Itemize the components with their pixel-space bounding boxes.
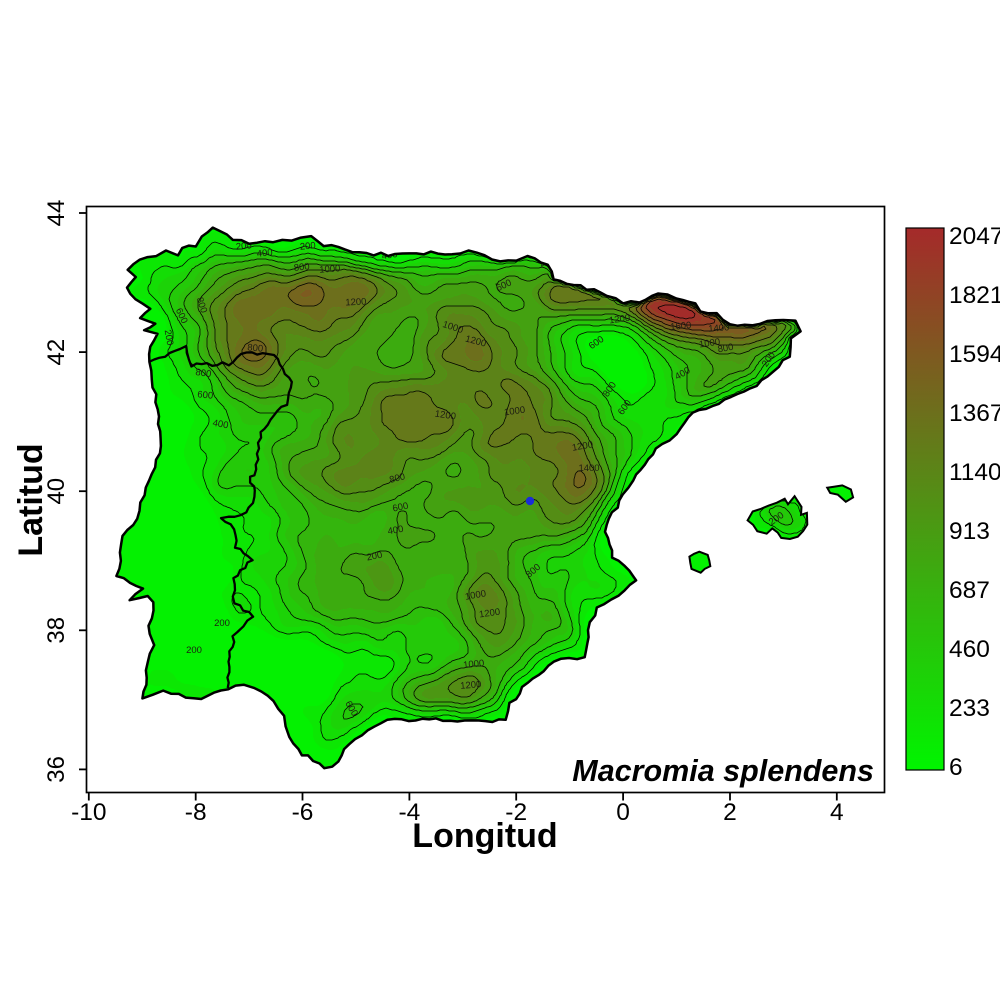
svg-text:800: 800 [388,471,406,486]
svg-text:42: 42 [43,339,70,366]
svg-text:-10: -10 [71,799,106,826]
svg-text:4: 4 [830,799,844,826]
svg-text:1200: 1200 [434,409,456,423]
svg-text:1140: 1140 [949,459,1000,486]
svg-text:-2: -2 [505,799,527,826]
svg-text:600: 600 [392,501,410,515]
svg-text:1400: 1400 [708,322,730,334]
svg-text:1000: 1000 [464,588,487,603]
svg-text:1000: 1000 [698,337,720,351]
svg-text:1200: 1200 [608,313,630,327]
svg-text:200: 200 [299,240,316,252]
svg-text:6: 6 [949,754,963,781]
svg-text:800: 800 [293,261,310,274]
svg-text:2: 2 [723,799,737,826]
svg-text:400: 400 [387,524,405,538]
svg-text:1000: 1000 [503,405,525,419]
svg-text:200: 200 [162,329,176,347]
svg-text:1000: 1000 [319,263,341,275]
svg-text:1600: 1600 [670,320,692,333]
svg-text:200: 200 [186,645,202,656]
svg-text:1200: 1200 [464,334,487,350]
svg-text:Longitud: Longitud [412,817,557,855]
svg-text:1200: 1200 [571,439,594,454]
svg-text:200: 200 [366,550,384,564]
svg-text:1367: 1367 [949,400,1000,427]
svg-text:-4: -4 [399,799,421,826]
svg-text:800: 800 [717,342,735,356]
svg-text:687: 687 [949,577,990,604]
svg-text:600: 600 [197,389,214,401]
svg-text:800: 800 [194,296,209,314]
svg-text:1594: 1594 [949,341,1000,368]
svg-text:460: 460 [949,636,990,663]
svg-text:913: 913 [949,518,990,545]
svg-text:1200: 1200 [460,679,482,692]
svg-text:-6: -6 [292,799,314,826]
svg-text:0: 0 [616,799,630,826]
svg-text:1821: 1821 [949,282,1000,309]
svg-text:1000: 1000 [463,658,485,671]
svg-text:40: 40 [43,478,70,505]
svg-text:44: 44 [43,200,70,227]
svg-text:Latitud: Latitud [12,443,50,556]
svg-text:200: 200 [214,618,230,629]
svg-text:1200: 1200 [478,607,500,621]
svg-text:36: 36 [43,756,70,783]
svg-text:233: 233 [949,695,990,722]
svg-text:800: 800 [195,367,212,380]
svg-text:1200: 1200 [345,296,367,308]
svg-text:Macromia splendens: Macromia splendens [572,754,874,788]
svg-text:400: 400 [256,247,273,260]
svg-text:2047: 2047 [949,223,1000,250]
svg-text:400: 400 [212,418,230,432]
svg-text:1400: 1400 [578,463,599,474]
svg-text:38: 38 [43,617,70,644]
svg-text:-8: -8 [185,799,207,826]
